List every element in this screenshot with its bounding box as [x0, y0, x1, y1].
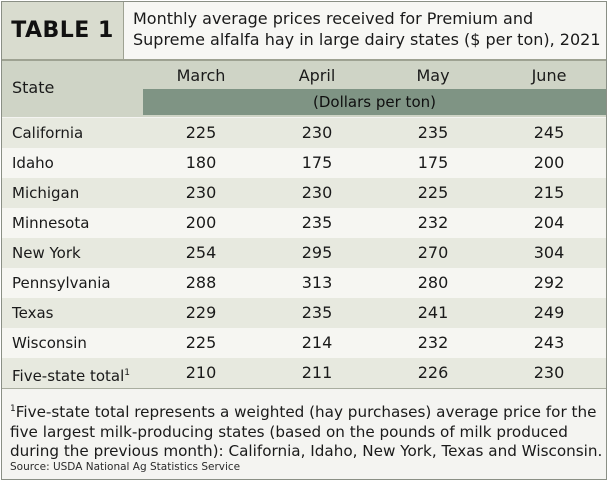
state-name: Minnesota: [12, 214, 90, 232]
price-cell: 235: [417, 123, 449, 142]
state-name: California: [12, 124, 84, 142]
table-row: Pennsylvania 288 313 280 292: [2, 268, 606, 299]
price-cell: 175: [301, 153, 333, 172]
footnote-marker: 1: [10, 404, 16, 414]
price-cell: 230: [301, 183, 333, 202]
footnote-text: Five-state total represents a weighted (…: [10, 403, 603, 460]
column-header-april: April: [298, 66, 336, 85]
state-name: Wisconsin: [12, 334, 87, 352]
price-cell: 241: [417, 303, 449, 322]
price-cell: 175: [417, 153, 449, 172]
price-cell: 230: [185, 183, 217, 202]
state-cell: Idaho: [12, 148, 54, 178]
column-header-march: March: [176, 66, 226, 85]
price-cell: 249: [533, 303, 565, 322]
footnote: 1Five-state total represents a weighted …: [10, 400, 606, 462]
state-name: Michigan: [12, 184, 80, 202]
state-cell: California: [12, 118, 83, 148]
state-cell: Texas: [12, 298, 53, 328]
price-cell: 200: [533, 153, 565, 172]
state-cell: Five-state total1: [12, 358, 130, 388]
price-cell: 180: [185, 153, 217, 172]
price-cell: 229: [185, 303, 217, 322]
table-row: Texas 229 235 241 249: [2, 298, 606, 329]
state-cell: New York: [12, 238, 81, 268]
table-header: TABLE 1 Monthly average prices received …: [2, 2, 606, 61]
table-row: Five-state total1 210 211 226 230: [2, 358, 606, 389]
state-column-header: State: [12, 78, 55, 97]
price-cell: 288: [185, 273, 217, 292]
table-row: Michigan 230 230 225 215: [2, 178, 606, 209]
price-cell: 211: [301, 363, 333, 382]
price-cell: 304: [533, 243, 565, 262]
price-cell: 232: [417, 213, 449, 232]
price-cell: 292: [533, 273, 565, 292]
price-cell: 230: [301, 123, 333, 142]
table-row: Idaho 180 175 175 200: [2, 148, 606, 179]
price-cell: 214: [301, 333, 333, 352]
footnote-reference: 1: [124, 368, 131, 378]
price-cell: 204: [533, 213, 565, 232]
price-cell: 295: [301, 243, 333, 262]
state-name: Pennsylvania: [12, 274, 111, 292]
price-cell: 225: [185, 123, 217, 142]
state-cell: Pennsylvania: [12, 268, 111, 298]
price-cell: 235: [301, 213, 333, 232]
price-cell: 280: [417, 273, 449, 292]
unit-label: (Dollars per ton): [143, 89, 606, 115]
column-header-june: June: [531, 66, 567, 85]
price-cell: 235: [301, 303, 333, 322]
state-cell: Wisconsin: [12, 328, 87, 358]
state-name: Five-state total: [12, 367, 125, 385]
price-cell: 225: [417, 183, 449, 202]
source-note: Source: USDA National Ag Statistics Serv…: [10, 461, 241, 473]
price-cell: 270: [417, 243, 449, 262]
state-cell: Minnesota: [12, 208, 89, 238]
price-cell: 210: [185, 363, 217, 382]
price-cell: 225: [185, 333, 217, 352]
price-cell: 232: [417, 333, 449, 352]
price-cell: 215: [533, 183, 565, 202]
state-name: Texas: [12, 304, 54, 322]
table-row: California 225 230 235 245: [2, 118, 606, 149]
state-cell: Michigan: [12, 178, 79, 208]
price-cell: 243: [533, 333, 565, 352]
state-name: New York: [12, 244, 81, 262]
table-row: Wisconsin 225 214 232 243: [2, 328, 606, 359]
price-cell: 200: [185, 213, 217, 232]
table-number-badge: TABLE 1: [2, 2, 124, 59]
price-cell: 254: [185, 243, 217, 262]
table-row: New York 254 295 270 304: [2, 238, 606, 269]
column-header-may: May: [416, 66, 450, 85]
price-cell: 245: [533, 123, 565, 142]
price-cell: 313: [301, 273, 333, 292]
table-caption: Monthly average prices received for Prem…: [133, 9, 601, 49]
price-cell: 230: [533, 363, 565, 382]
price-cell: 226: [417, 363, 449, 382]
state-name: Idaho: [12, 154, 54, 172]
table-row: Minnesota 200 235 232 204: [2, 208, 606, 239]
